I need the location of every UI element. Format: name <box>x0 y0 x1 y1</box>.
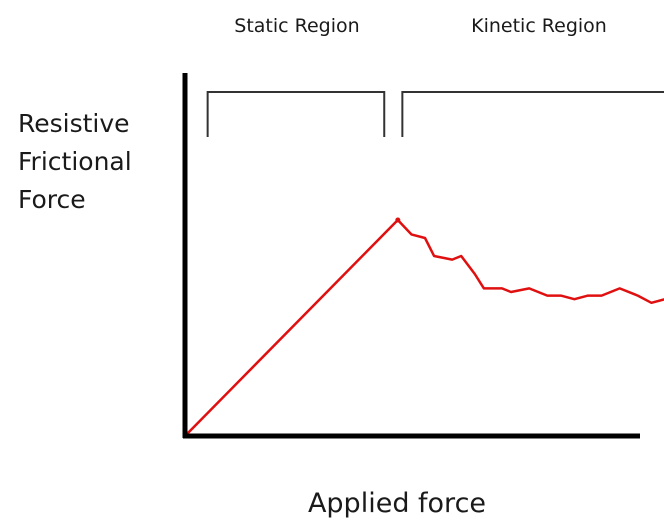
region-bracket-1 <box>206 91 386 137</box>
series-layer <box>184 217 664 437</box>
peak-point <box>395 217 401 223</box>
chart-labels: Resistive Frictional Force Applied force <box>18 109 486 519</box>
x-axis-label: Applied force <box>308 488 486 519</box>
axes <box>182 73 640 439</box>
ylabel-line-1: Resistive <box>18 109 130 138</box>
region-label-2: Kinetic Region <box>471 15 607 37</box>
series-line-1 <box>184 218 664 437</box>
region-label-1: Static Region <box>234 15 359 37</box>
region-brackets: Static Region Kinetic Region <box>206 15 664 137</box>
region-bracket-2 <box>401 91 664 137</box>
ylabel-line-2: Frictional <box>18 147 132 176</box>
ylabel-line-3: Force <box>18 185 86 214</box>
